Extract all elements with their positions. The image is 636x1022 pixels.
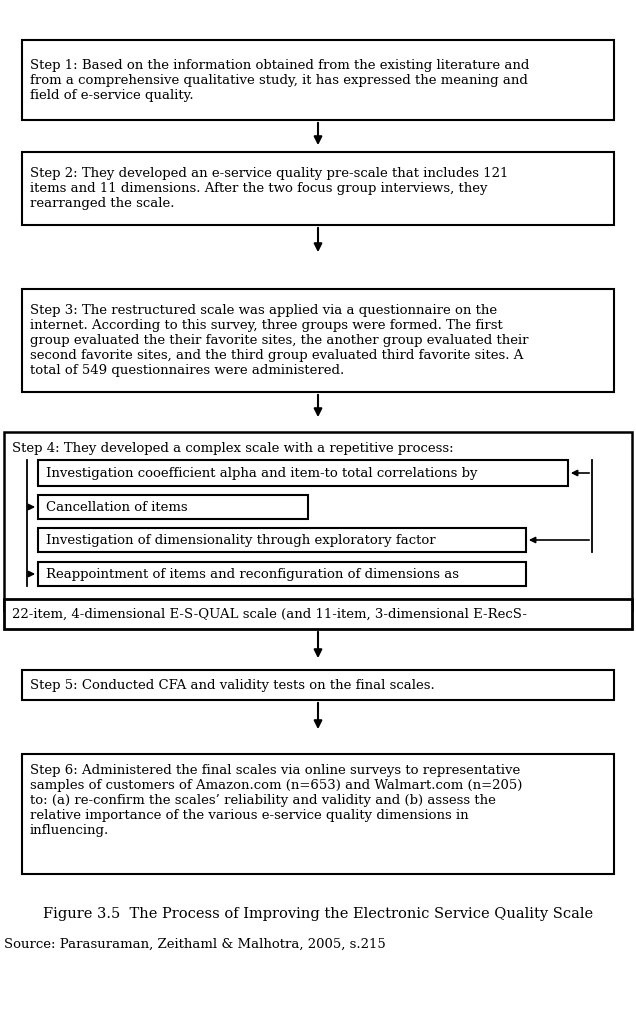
- Text: Figure 3.5  The Process of Improving the Electronic Service Quality Scale: Figure 3.5 The Process of Improving the …: [43, 907, 593, 921]
- Text: Cancellation of items: Cancellation of items: [46, 501, 188, 513]
- Bar: [38, 528, 526, 552]
- Bar: [38, 460, 568, 486]
- Text: 22-item, 4-dimensional E-S-QUAL scale (and 11-item, 3-dimensional E-RecS-: 22-item, 4-dimensional E-S-QUAL scale (a…: [12, 607, 527, 620]
- Bar: [4, 432, 632, 610]
- Text: Step 6: Administered the final scales via online surveys to representative
sampl: Step 6: Administered the final scales vi…: [30, 764, 522, 837]
- Text: Step 4: They developed a complex scale with a repetitive process:: Step 4: They developed a complex scale w…: [12, 442, 453, 455]
- Bar: [22, 152, 614, 225]
- Bar: [38, 562, 526, 586]
- Text: Reappointment of items and reconfiguration of dimensions as: Reappointment of items and reconfigurati…: [46, 567, 459, 580]
- Text: Investigation cooefficient alpha and item-to total correlations by: Investigation cooefficient alpha and ite…: [46, 466, 478, 479]
- Bar: [4, 599, 632, 629]
- Bar: [22, 40, 614, 120]
- Text: Source: Parasuraman, Zeithaml & Malhotra, 2005, s.215: Source: Parasuraman, Zeithaml & Malhotra…: [4, 937, 386, 950]
- Bar: [22, 289, 614, 392]
- Bar: [22, 670, 614, 700]
- Text: Step 1: Based on the information obtained from the existing literature and
from : Step 1: Based on the information obtaine…: [30, 58, 529, 101]
- Bar: [38, 495, 308, 519]
- Bar: [22, 754, 614, 874]
- Text: Step 3: The restructured scale was applied via a questionnaire on the
internet. : Step 3: The restructured scale was appli…: [30, 304, 529, 377]
- Text: Step 2: They developed an e-service quality pre-scale that includes 121
items an: Step 2: They developed an e-service qual…: [30, 167, 508, 210]
- Text: Step 5: Conducted CFA and validity tests on the final scales.: Step 5: Conducted CFA and validity tests…: [30, 679, 435, 692]
- Text: Investigation of dimensionality through exploratory factor: Investigation of dimensionality through …: [46, 533, 436, 547]
